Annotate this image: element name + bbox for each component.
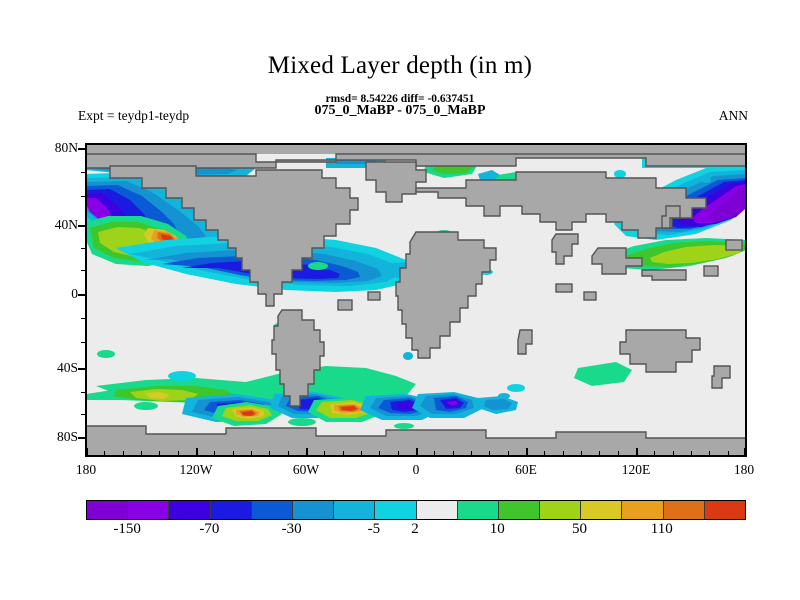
- xtick-mark-major: [86, 448, 88, 457]
- ytick-mark-major: [78, 225, 86, 227]
- statistics-annotation: rmsd= 8.54226 diff= -0.637451: [325, 93, 475, 105]
- xtick-60W: 60W: [292, 462, 320, 477]
- xtick-120E: 120E: [621, 462, 651, 477]
- xtick-mark-minor: [489, 451, 490, 456]
- ytick-mark-minor: [81, 392, 86, 393]
- ytick-mark-major: [78, 294, 86, 296]
- colorbar-swatch: [540, 501, 582, 519]
- ytick-mark-minor: [81, 248, 86, 249]
- xtick-mark-minor: [599, 451, 600, 456]
- ytick-mark-major: [78, 148, 86, 150]
- colorbar-tick-label: 50: [572, 521, 587, 537]
- xtick-mark-minor: [709, 451, 710, 456]
- colorbar-swatch: [292, 501, 335, 519]
- colorbar-swatch: [498, 501, 541, 519]
- xtick-60E: 60E: [515, 462, 537, 477]
- xtick-mark-major: [416, 448, 418, 457]
- xtick-mark-minor: [104, 451, 105, 456]
- colorbar-swatch: [210, 501, 252, 519]
- xtick-mark-minor: [379, 451, 380, 456]
- ytick-80N: 80N: [54, 140, 78, 155]
- colorbar: [86, 500, 746, 520]
- land-layer: [86, 144, 746, 456]
- ytick-mark-major: [78, 437, 86, 439]
- colorbar-swatch: [87, 501, 129, 519]
- xtick-mark-minor: [324, 451, 325, 456]
- xtick-mark-minor: [233, 451, 234, 456]
- map-svg: [86, 144, 746, 456]
- ytick-40S: 40S: [56, 360, 78, 375]
- xtick-mark-minor: [453, 451, 454, 456]
- colorbar-tick-label: -150: [113, 521, 141, 537]
- xtick-mark-minor: [288, 451, 289, 456]
- xtick-120W: 120W: [179, 462, 213, 477]
- xtick-mark-minor: [673, 451, 674, 456]
- colorbar-swatch: [704, 501, 745, 519]
- ytick-80S: 80S: [56, 429, 78, 444]
- xtick-mark-minor: [343, 451, 344, 456]
- colorbar-swatch: [416, 501, 458, 519]
- xtick-mark-major: [306, 448, 308, 457]
- colorbar-swatch: [457, 501, 499, 519]
- ytick-mark-minor: [81, 196, 86, 197]
- colorbar-swatch: [169, 501, 211, 519]
- xtick-mark-minor: [123, 451, 124, 456]
- ytick-mark-minor: [81, 172, 86, 173]
- ytick-mark-minor: [81, 318, 86, 319]
- season-annotation: ANN: [718, 108, 748, 123]
- ytick-40N: 40N: [54, 217, 78, 232]
- colorbar-tick-label: 10: [489, 521, 505, 537]
- colorbar-swatch: [334, 501, 376, 519]
- colorbar-swatch: [375, 501, 417, 519]
- xtick-mark-minor: [269, 451, 270, 456]
- xtick-mark-minor: [434, 451, 435, 456]
- xtick-mark-minor: [728, 451, 729, 456]
- xtick-0: 0: [412, 462, 420, 477]
- colorbar-tick-label: 2: [411, 521, 419, 537]
- xtick-180E: 180: [733, 462, 755, 477]
- colorbar-tick-label: 110: [650, 521, 673, 537]
- xtick-mark-minor: [141, 451, 142, 456]
- experiment-annotation: Expt = teydp1-teydp: [78, 108, 190, 123]
- xtick-mark-minor: [178, 451, 179, 456]
- xtick-mark-minor: [398, 451, 399, 456]
- ytick-mark-major: [78, 368, 86, 370]
- colorbar-swatch: [622, 501, 664, 519]
- xtick-mark-minor: [563, 451, 564, 456]
- ytick-mark-minor: [81, 414, 86, 415]
- page-title: Mixed Layer depth (in m): [267, 52, 533, 79]
- colorbar-swatch: [251, 501, 293, 519]
- xtick-mark-major: [526, 448, 528, 457]
- xtick-mark-major: [744, 448, 746, 457]
- ytick-mark-minor: [81, 270, 86, 271]
- xtick-mark-minor: [508, 451, 509, 456]
- colorbar-swatch: [663, 501, 705, 519]
- ytick-0: 0: [71, 286, 78, 301]
- xtick-mark-minor: [471, 451, 472, 456]
- map-plot-area: [85, 143, 747, 457]
- case-name-annotation: 075_0_MaBP - 075_0_MaBP: [314, 103, 486, 118]
- xtick-mark-minor: [618, 451, 619, 456]
- colorbar-tick-label: -5: [367, 521, 381, 537]
- colorbar-swatch: [581, 501, 623, 519]
- xtick-mark-major: [636, 448, 638, 457]
- xtick-mark-minor: [251, 451, 252, 456]
- xtick-mark-minor: [581, 451, 582, 456]
- xtick-mark-minor: [654, 451, 655, 456]
- xtick-mark-minor: [361, 451, 362, 456]
- xtick-mark-major: [196, 448, 198, 457]
- xtick-180W: 180: [75, 462, 97, 477]
- xtick-mark-minor: [544, 451, 545, 456]
- xtick-mark-minor: [691, 451, 692, 456]
- colorbar-tick-label: -30: [281, 521, 302, 537]
- colorbar-tick-label: -70: [199, 521, 220, 537]
- xtick-mark-minor: [159, 451, 160, 456]
- ytick-mark-minor: [81, 342, 86, 343]
- xtick-mark-minor: [214, 451, 215, 456]
- colorbar-swatch: [128, 501, 170, 519]
